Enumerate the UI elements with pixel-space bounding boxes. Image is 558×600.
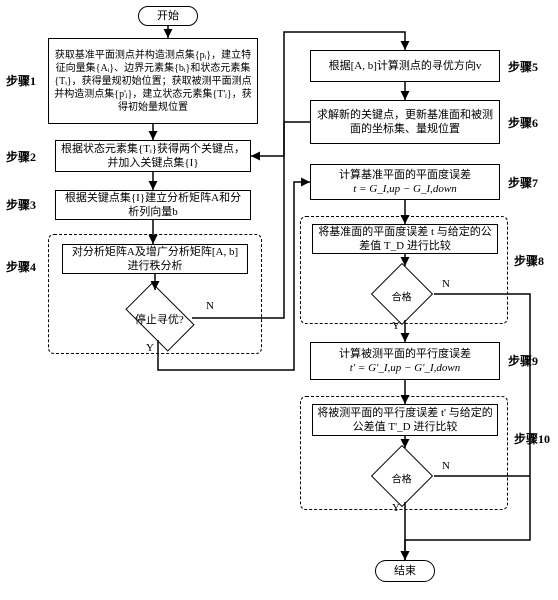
- box-step1: 获取基准平面测点并构造测点集{pᵢ}，建立特征向量集{Aᵢ}、边界元素集{bᵢ}…: [48, 38, 258, 124]
- terminal-start: 开始: [138, 6, 198, 26]
- terminal-end: 结束: [375, 560, 435, 582]
- label-step4: 步骤4: [6, 258, 36, 275]
- label-step6: 步骤6: [508, 114, 538, 131]
- label-step5: 步骤5: [508, 58, 538, 75]
- box-step7-formula: t = G_I,up − G_I,down: [353, 182, 456, 196]
- box-step10: 将被测平面的平行度误差 t' 与给定的公差值 T'_D 进行比较: [312, 404, 498, 436]
- box-step6: 求解新的关键点，更新基准面和被测面的坐标集、量规位置: [310, 100, 500, 144]
- box-step7-text: 计算基准平面的平面度误差: [339, 168, 471, 182]
- label-step3: 步骤3: [6, 196, 36, 213]
- edge-label-y-step10: Y: [392, 502, 400, 514]
- decision-stop-search-label: 停止寻优?: [119, 311, 199, 327]
- label-step10: 步骤10: [514, 430, 550, 447]
- box-step9: 计算被测平面的平行度误差 t' = G'_I,up − G'_I,down: [310, 342, 500, 380]
- label-step2: 步骤2: [6, 148, 36, 165]
- edge-label-n-step4: N: [206, 300, 214, 312]
- edge-label-n-step8: N: [442, 278, 450, 290]
- decision-qualified-10-label: 合格: [372, 470, 432, 485]
- decision-qualified-8-label: 合格: [372, 288, 432, 303]
- edge-label-y-step4: Y: [146, 342, 154, 354]
- label-step7: 步骤7: [508, 174, 538, 191]
- box-step5: 根据[A, b]计算测点的寻优方向v: [310, 50, 500, 82]
- box-step2: 根据状态元素集{Tᵢ}获得两个关键点，并加入关键点集{I}: [55, 140, 251, 172]
- box-step9-text: 计算被测平面的平行度误差: [339, 347, 471, 361]
- edge-label-n-step10: N: [442, 460, 450, 472]
- label-step1: 步骤1: [6, 72, 36, 89]
- box-step9-formula: t' = G'_I,up − G'_I,down: [350, 361, 461, 375]
- box-step8: 将基准面的平面度误差 t 与给定的公差值 T_D 进行比较: [312, 224, 498, 254]
- box-step3: 根据关键点集{I}建立分析矩阵A和分析列向量b: [55, 190, 251, 220]
- box-step4: 对分析矩阵A及增广分析矩阵[A, b]进行秩分析: [62, 244, 248, 274]
- edge-label-y-step8: Y: [392, 320, 400, 332]
- label-step8: 步骤8: [514, 252, 544, 269]
- label-step9: 步骤9: [508, 352, 538, 369]
- box-step7: 计算基准平面的平面度误差 t = G_I,up − G_I,down: [310, 164, 500, 200]
